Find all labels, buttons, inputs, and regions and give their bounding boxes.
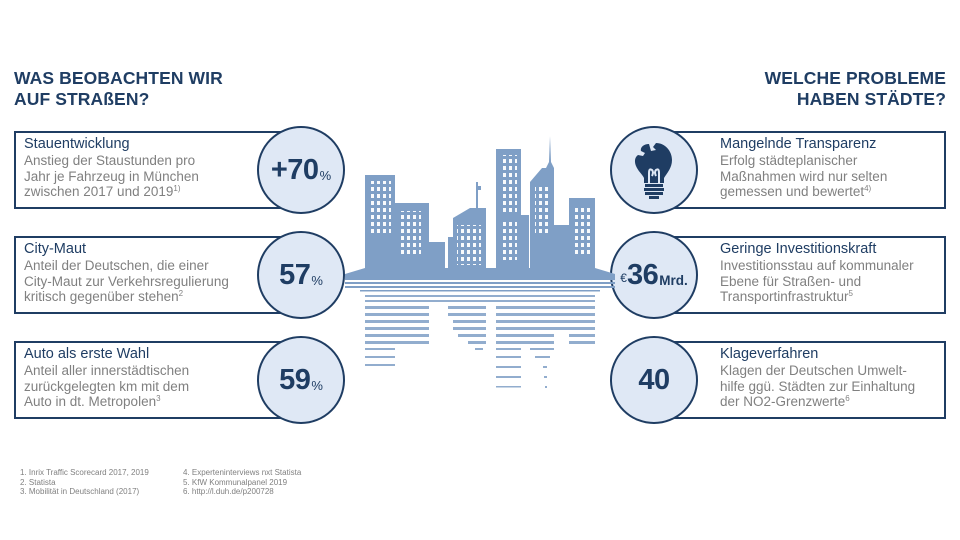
- footnote: 1. Inrix Traffic Scorecard 2017, 2019: [20, 468, 149, 477]
- card-title: City-Maut: [24, 241, 87, 257]
- stat-circle-city-maut: 57%: [257, 231, 345, 319]
- card-title: Mangelnde Transparenz: [720, 136, 877, 152]
- card-description: Anstieg der Staustunden pro Jahr je Fahr…: [24, 153, 289, 200]
- footnote: 4. Experteninterviews nxt Statista: [183, 468, 302, 477]
- footnote-ref: 4): [864, 184, 872, 193]
- footnote: 5. KfW Kommunalpanel 2019: [183, 477, 288, 487]
- stat-value: 36: [626, 258, 659, 291]
- desc-line: Transportinfrastruktur: [720, 289, 849, 304]
- icon-circle-transparenz: [610, 126, 698, 214]
- footnote-ref: 1): [173, 184, 181, 193]
- right-heading-line2: HABEN STÄDTE?: [796, 89, 946, 109]
- stat-value: 59: [279, 363, 311, 396]
- card-city-maut: City-Maut Anteil der Deutschen, die eine…: [14, 236, 299, 314]
- footnote-ref: 5: [848, 289, 853, 298]
- footnotes-col2: 4. Experteninterviews nxt Statista 5. Kf…: [183, 468, 301, 497]
- desc-line: Investitionsstau auf kommunaler: [720, 258, 914, 273]
- card-title: Stauentwicklung: [24, 136, 130, 152]
- right-section-heading: WELCHE PROBLEME HABEN STÄDTE?: [765, 68, 946, 110]
- footnote-ref: 6: [845, 394, 850, 403]
- desc-line: der NO2-Grenzwerte: [720, 394, 846, 409]
- desc-line: Anteil der Deutschen, die einer: [24, 258, 209, 273]
- desc-line: Anstieg der Staustunden pro: [24, 153, 196, 168]
- card-title: Geringe Investitionskraft: [720, 241, 877, 257]
- footnote-ref: 2: [178, 289, 184, 298]
- stat-value: 57: [279, 258, 311, 291]
- card-description: Erfolg städteplanischer Maßnahmen wird n…: [720, 153, 936, 200]
- card-description: Klagen der Deutschen Umwelt- hilfe ggü. …: [720, 363, 936, 410]
- footnote: 3. Mobilität in Deutschland (2017): [20, 487, 140, 496]
- card-description: Anteil aller innerstädtischen zurückgele…: [24, 363, 289, 410]
- stat-unit: %: [319, 168, 332, 183]
- desc-line: Maßnahmen wird nur selten: [720, 168, 888, 184]
- card-title: Auto als erste Wahl: [24, 346, 150, 362]
- footnote: 2. Statista: [20, 477, 56, 487]
- card-description: Investitionsstau auf kommunaler Ebene fü…: [720, 258, 936, 305]
- left-heading-line1: WAS BEOBACHTEN WIR: [14, 68, 223, 88]
- stat-circle-klageverfahren: 40: [610, 336, 698, 424]
- right-heading-line1: WELCHE PROBLEME: [764, 68, 946, 88]
- left-section-heading: WAS BEOBACHTEN WIR AUF STRAßEN?: [14, 68, 223, 110]
- desc-line: Jahr je Fahrzeug in München: [24, 168, 199, 184]
- stat-unit: Mrd.: [659, 273, 688, 288]
- footnote: 6. http://l.duh.de/p200728: [183, 487, 274, 496]
- footnote-ref: 3: [156, 394, 161, 403]
- desc-line: zwischen 2017 und 2019: [24, 184, 174, 199]
- desc-line: kritisch gegenüber stehen: [24, 289, 179, 304]
- card-title: Klageverfahren: [720, 346, 819, 362]
- card-description: Anteil der Deutschen, die einer City-Mau…: [24, 258, 289, 305]
- broken-lightbulb-icon: [634, 143, 672, 199]
- city-skyline-reflection-icon: [345, 136, 615, 388]
- desc-line: City-Maut zur Verkehrsregulierung: [24, 273, 229, 289]
- desc-line: Ebene für Straßen- und: [720, 273, 862, 289]
- desc-line: hilfe ggü. Städten zur Einhaltung: [720, 378, 916, 394]
- desc-line: Erfolg städteplanischer: [720, 153, 858, 168]
- stat-unit: %: [311, 273, 323, 288]
- stat-unit: %: [311, 378, 323, 393]
- card-auto-erste-wahl: Auto als erste Wahl Anteil aller innerst…: [14, 341, 299, 419]
- currency-symbol: €: [620, 271, 627, 285]
- desc-line: Anteil aller innerstädtischen: [24, 363, 190, 378]
- stat-circle-auto: 59%: [257, 336, 345, 424]
- card-stauentwicklung: Stauentwicklung Anstieg der Staustunden …: [14, 131, 299, 209]
- desc-line: Klagen der Deutschen Umwelt-: [720, 363, 907, 378]
- stat-circle-stauentwicklung: +70%: [257, 126, 345, 214]
- stat-value: 40: [638, 363, 670, 396]
- desc-line: Auto in dt. Metropolen: [24, 394, 157, 409]
- desc-line: gemessen und bewertet: [720, 184, 865, 199]
- left-heading-line2: AUF STRAßEN?: [14, 89, 150, 109]
- stat-value: +70: [270, 153, 319, 186]
- stat-circle-investitionskraft: €36 Mrd.: [610, 231, 698, 319]
- footnotes-col1: 1. Inrix Traffic Scorecard 2017, 2019 2.…: [20, 468, 149, 497]
- desc-line: zurückgelegten km mit dem: [24, 378, 190, 394]
